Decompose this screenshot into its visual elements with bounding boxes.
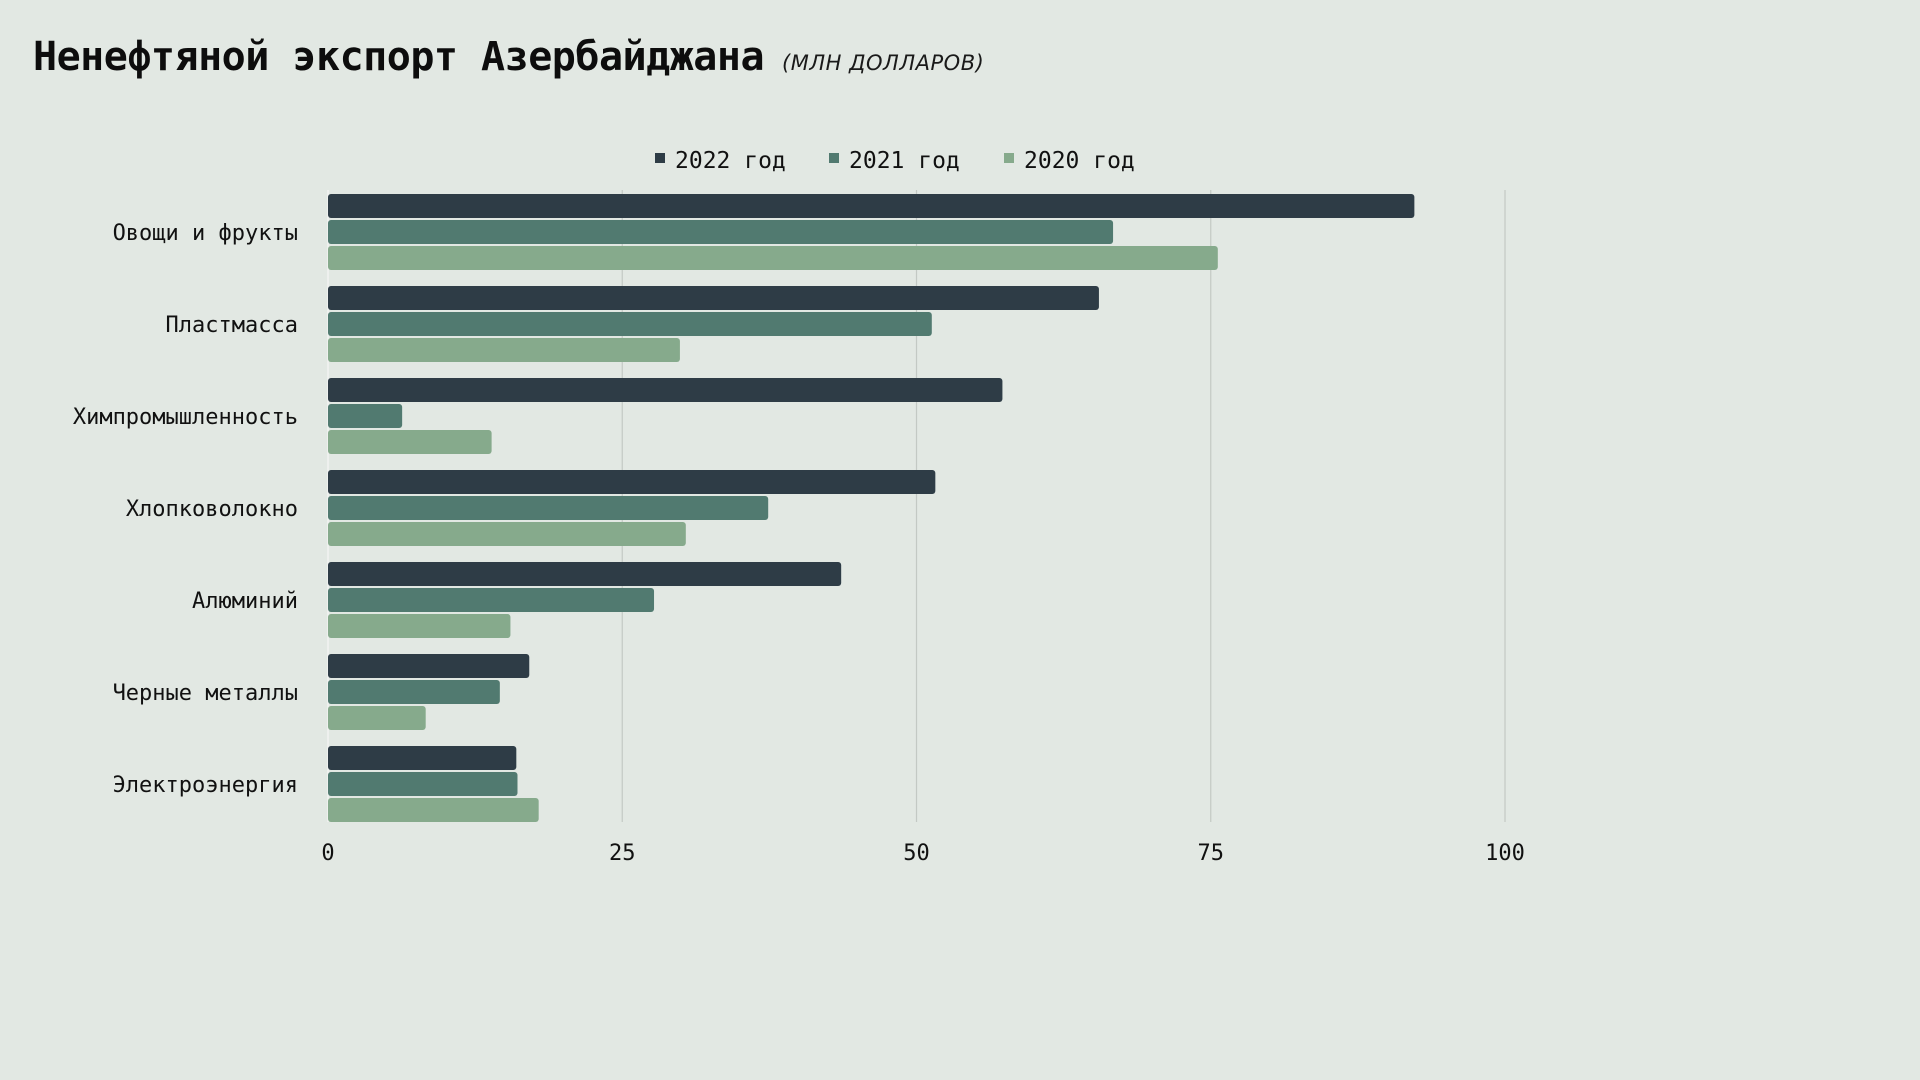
category-label: Химпромышленность [73,405,298,430]
bar [328,286,1099,310]
bar [328,798,539,822]
category-label: Овощи и фрукты [113,221,298,246]
x-axis-ticks: 0 25 50 75 100 [321,841,1525,866]
category-label: Черные металлы [113,681,298,706]
bar [328,772,518,796]
legend-label: 2021 год [849,148,960,174]
bar [328,470,936,494]
bars [328,194,1415,822]
bar [328,430,492,454]
bar [328,194,1415,218]
legend-swatch [829,153,839,163]
bar [328,404,403,428]
chart-title: Ненефтяной экспорт Азербайджана [33,34,765,80]
bar [328,588,655,612]
category-label: Пластмасса [166,313,298,338]
bar-chart: Овощи и фрукты Пластмасса Химпромышленност… [73,148,1525,866]
category-label: Электроэнергия [113,773,298,798]
bar [328,496,769,520]
title-row: Ненефтяной экспорт Азербайджана (МЛН ДОЛ… [33,34,984,80]
bar [328,654,530,678]
legend-label: 2020 год [1024,148,1135,174]
chart-subtitle: (МЛН ДОЛЛАРОВ) [782,51,985,75]
x-tick-label: 0 [321,841,334,866]
bar [328,680,500,704]
category-label: Хлопковолокно [126,497,298,522]
x-tick-label: 100 [1485,841,1525,866]
bar [328,746,517,770]
legend: 2022 год 2021 год 2020 год [655,148,1135,174]
bar [328,246,1218,270]
bar [328,522,686,546]
x-tick-label: 50 [903,841,930,866]
category-label: Алюминий [192,589,298,614]
legend-swatch [655,153,665,163]
x-tick-label: 75 [1198,841,1225,866]
category-labels: Овощи и фрукты Пластмасса Химпромышленност… [73,221,298,798]
legend-swatch [1004,153,1014,163]
legend-label: 2022 год [675,148,786,174]
bar [328,706,426,730]
bar [328,338,680,362]
bar [328,220,1114,244]
bar [328,562,842,586]
x-tick-label: 25 [609,841,636,866]
bar [328,378,1003,402]
bar [328,614,511,638]
bar [328,312,932,336]
